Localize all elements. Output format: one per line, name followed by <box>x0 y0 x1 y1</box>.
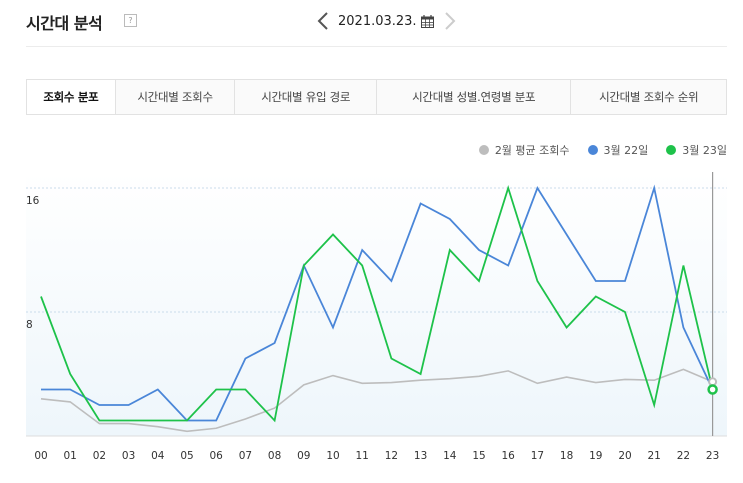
x-tick-label: 23 <box>706 450 719 462</box>
x-tick-label: 09 <box>297 450 310 462</box>
series-line-1 <box>41 184 714 422</box>
x-tick-label: 19 <box>589 450 602 462</box>
legend-dot-avg <box>478 145 489 155</box>
prev-date-button[interactable] <box>310 8 336 34</box>
series-line-0 <box>40 368 713 433</box>
x-tick-label: 10 <box>326 450 339 462</box>
legend-item-mar22[interactable]: 3월 22일 <box>587 142 649 158</box>
tab-hourly-ranking[interactable]: 시간대별 조회수 순위 <box>570 80 726 114</box>
tab-view-distribution[interactable]: 조회수 분포 <box>27 80 115 114</box>
help-icon[interactable]: ? <box>124 14 137 27</box>
y-tick-label: 16 <box>26 195 40 207</box>
calendar-button[interactable] <box>419 12 437 30</box>
tab-hourly-referrers[interactable]: 시간대별 유입 경로 <box>234 80 376 114</box>
x-tick-label: 02 <box>93 450 106 462</box>
legend-label-mar23: 3월 23일 <box>682 144 727 157</box>
x-tick-label: 05 <box>180 450 193 462</box>
page-title: 시간대 분석 <box>26 14 103 33</box>
end-marker-avg <box>708 377 718 387</box>
x-tick-label: 22 <box>677 450 690 462</box>
calendar-icon <box>421 14 435 28</box>
x-tick-label: 18 <box>560 450 573 462</box>
tab-bar: 조회수 분포 시간대별 조회수 시간대별 유입 경로 시간대별 성별.연령별 분… <box>26 79 727 115</box>
tab-hourly-views[interactable]: 시간대별 조회수 <box>114 80 235 114</box>
legend-item-mar23[interactable]: 3월 23일 <box>666 142 727 158</box>
legend-dot-mar22 <box>587 145 598 155</box>
end-marker-mar23 <box>707 384 718 395</box>
x-tick-label: 08 <box>268 450 281 462</box>
x-tick-label: 07 <box>239 450 252 462</box>
x-tick-label: 20 <box>618 450 631 462</box>
chart-legend: 2월 평균 조회수 3월 22일 3월 23일 <box>461 142 727 158</box>
legend-dot-mar23 <box>666 145 677 155</box>
chevron-right-icon <box>444 12 455 30</box>
plot-background <box>26 172 727 436</box>
legend-item-avg[interactable]: 2월 평균 조회수 <box>478 142 570 158</box>
x-tick-label: 04 <box>151 450 165 462</box>
line-chart: 8 16 00 01 02 03 04 05 06 07 08 09 10 11 12 13 14 15 16 17 1… <box>26 172 727 462</box>
x-tick-label: 01 <box>64 450 77 462</box>
x-tick-label: 11 <box>356 450 369 462</box>
chevron-left-icon <box>317 12 328 30</box>
date-navigator: 2021.03.23. <box>310 8 463 34</box>
next-date-button[interactable] <box>437 8 463 34</box>
x-tick-label: 12 <box>385 450 398 462</box>
x-tick-label: 17 <box>531 450 544 462</box>
x-tick-label: 15 <box>472 450 485 462</box>
x-tick-label: 03 <box>122 450 135 462</box>
header-divider <box>26 46 727 47</box>
x-tick-label: 14 <box>443 450 457 462</box>
series-line-2 <box>40 184 714 423</box>
tab-hourly-gender-age[interactable]: 시간대별 성별.연령별 분포 <box>376 80 571 114</box>
x-tick-label: 21 <box>648 450 661 462</box>
x-tick-label: 00 <box>34 450 47 462</box>
x-tick-label: 06 <box>210 450 224 462</box>
x-tick-label: 13 <box>414 450 427 462</box>
legend-label-avg: 2월 평균 조회수 <box>494 144 570 157</box>
x-tick-label: 16 <box>502 450 516 462</box>
current-date: 2021.03.23. <box>338 13 417 29</box>
legend-label-mar22: 3월 22일 <box>603 144 649 157</box>
y-tick-label: 8 <box>26 319 33 331</box>
